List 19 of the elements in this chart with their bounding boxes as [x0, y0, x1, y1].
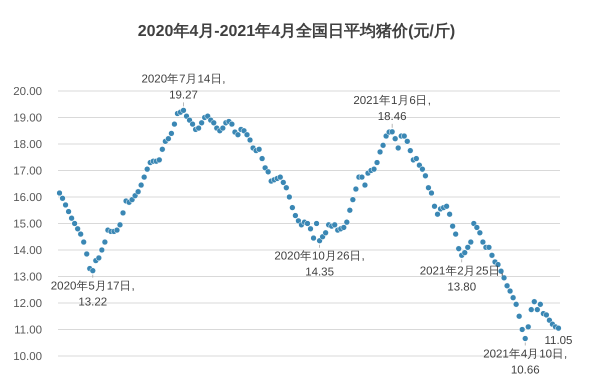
annotation: 2021年2月25日, 13.80: [420, 264, 504, 294]
y-tick-label: 19.00: [13, 112, 42, 125]
y-tick-label: 11.00: [14, 324, 42, 337]
chart-title: 2020年4月-2021年4月全国日平均猪价(元/斤): [138, 22, 456, 40]
y-tick-label: 17.00: [13, 166, 42, 178]
y-tick-label: 14.00: [13, 245, 42, 258]
annotation: 2021年4月10日, 10.66: [483, 348, 568, 377]
annotation: 2021年1月6日, 18.46: [353, 94, 431, 123]
annotation: 2020年10月26日, 14.35: [274, 250, 365, 279]
y-tick-label: 20.00: [13, 86, 42, 98]
y-tick-label: 16.00: [13, 192, 42, 204]
annotation: 2020年5月17日, 13.22: [50, 280, 135, 309]
y-tick-label: 12.00: [13, 298, 42, 310]
annotation: 2020年7月14日, 19.27: [142, 72, 226, 102]
y-tick-label: 13.00: [13, 272, 42, 284]
y-tick-label: 18.00: [13, 139, 42, 152]
y-tick-label: 15.00: [13, 218, 42, 231]
y-tick-label: 10.00: [13, 351, 42, 364]
annotation: 11.05: [544, 335, 572, 348]
